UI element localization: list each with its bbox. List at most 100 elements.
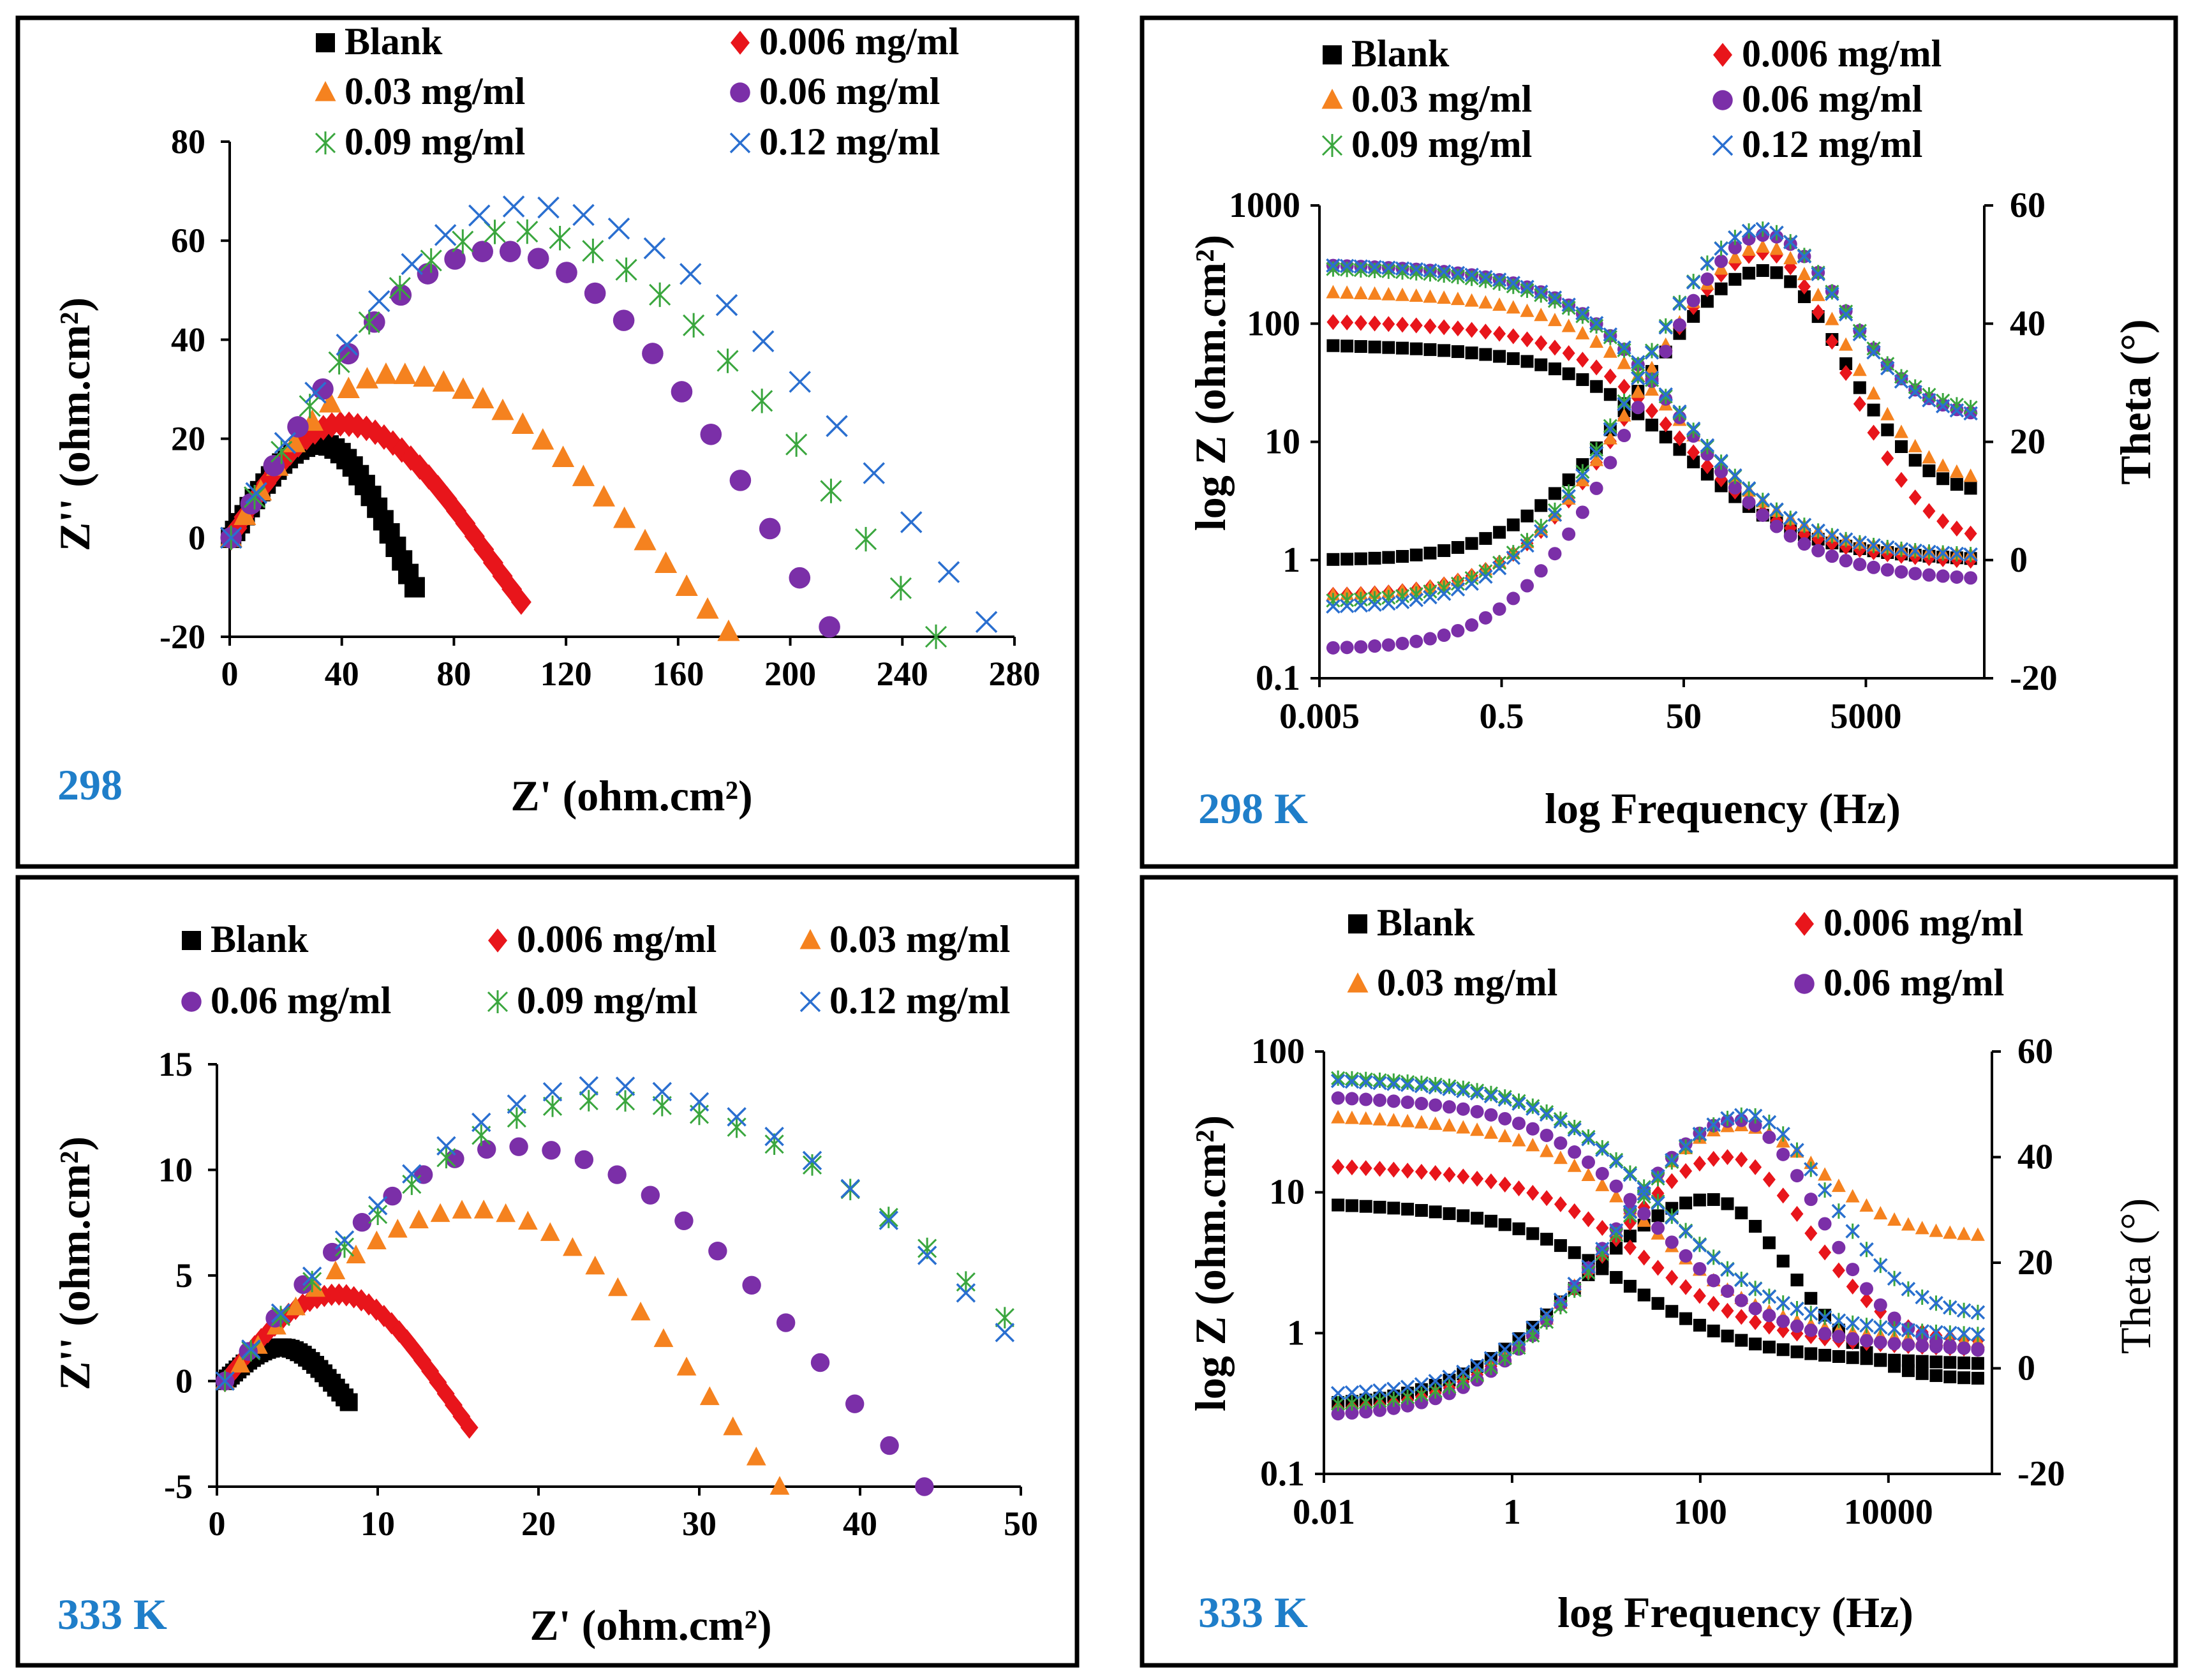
x-tick-label: 160 [652, 655, 704, 693]
data-point-logz [1901, 1338, 1915, 1352]
data-point [452, 229, 474, 254]
x-tick-label: 30 [682, 1505, 717, 1543]
x-tick-label: 1 [1503, 1492, 1521, 1532]
panel-nyquist-333-legend-label-0-03-mg-ml: 0.03 mg/ml [829, 918, 1010, 960]
panel-nyquist-298-legend-marker-0-09-mg-ml [315, 131, 336, 154]
y-axis-title-nyquist-333: Z'' (ohm.cm²) [50, 1136, 99, 1390]
data-point-theta [1929, 1335, 1943, 1349]
data-point-theta [1755, 239, 1770, 253]
data-point-logz [1818, 1327, 1832, 1341]
data-point-logz [1483, 1125, 1498, 1139]
data-point-theta [1547, 507, 1563, 523]
data-point-theta [1762, 1236, 1776, 1249]
x-tick-label: 200 [764, 655, 816, 693]
data-point-theta [1714, 241, 1728, 256]
x-tick-label: 40 [843, 1505, 877, 1543]
panel-nyquist-333-legend-label-0-09-mg-ml: 0.09 mg/ml [517, 979, 697, 1022]
data-point-theta [1783, 235, 1798, 249]
series-blank [1332, 1193, 1984, 1409]
data-point-theta [1873, 1258, 1888, 1273]
data-point-theta [1659, 345, 1673, 359]
data-point-logz [1936, 569, 1950, 583]
data-point-theta [1936, 513, 1950, 530]
panel-nyquist-333-legend-marker-0-12-mg-ml [799, 991, 821, 1013]
data-point-logz [1437, 290, 1452, 304]
x-tick-label: 0 [221, 655, 239, 693]
data-point-logz [1506, 328, 1520, 345]
panel-frame-nyquist-333 [15, 875, 1080, 1668]
data-point [452, 1200, 472, 1219]
data-point-theta [1950, 520, 1963, 537]
data-point-theta [1963, 406, 1978, 421]
data-point [652, 1094, 672, 1117]
series-0-03-mg-ml [219, 362, 740, 641]
data-point-logz [1479, 348, 1492, 361]
data-point-logz [1409, 288, 1423, 302]
data-point-theta [1735, 1206, 1748, 1219]
data-point-logz [1442, 1078, 1457, 1094]
panel-bode-298-legend-label-0-09-mg-ml: 0.09 mg/ml [1351, 123, 1532, 165]
data-point-logz [1762, 1341, 1776, 1354]
data-point-logz [1790, 1302, 1804, 1316]
panel-bode-298-legend-marker-0-006-mg-ml [1713, 43, 1732, 67]
data-point-logz [1714, 454, 1728, 468]
data-point-logz [1511, 1133, 1526, 1147]
data-point-logz [1623, 1193, 1637, 1207]
data-point-logz [1382, 316, 1395, 332]
data-point-logz [1943, 1356, 1957, 1369]
data-point-theta [1852, 327, 1868, 341]
data-point-logz [1483, 1085, 1498, 1101]
data-point-logz [1436, 264, 1452, 279]
data-point-theta [1825, 334, 1839, 350]
data-point-theta [1859, 1242, 1874, 1257]
data-point-theta [1553, 1292, 1568, 1307]
data-point-theta [1415, 1395, 1429, 1409]
data-point-logz [1707, 1274, 1721, 1288]
data-point-logz [1423, 263, 1437, 278]
data-point [325, 1260, 346, 1280]
data-point [572, 204, 595, 227]
data-point [375, 362, 397, 384]
data-point [473, 1200, 494, 1219]
data-point-logz [1783, 510, 1798, 525]
data-point [642, 343, 664, 364]
data-point [420, 248, 442, 273]
data-point-logz [1672, 405, 1687, 421]
series-0-12-mg-ml [1330, 1073, 1986, 1401]
data-point-logz [1409, 342, 1423, 355]
data-point-logz [1804, 1306, 1818, 1321]
data-point-logz [1866, 538, 1881, 553]
data-point [917, 1245, 937, 1265]
data-point-logz [1359, 1092, 1373, 1106]
data-point-logz [1456, 1080, 1471, 1096]
data-point [549, 225, 571, 251]
data-point-theta [1603, 456, 1617, 470]
data-point-logz [1493, 325, 1506, 342]
panel-nyquist-333-legend-label-0-06-mg-ml: 0.06 mg/ml [211, 979, 391, 1022]
data-point-logz [1818, 1348, 1832, 1362]
data-point-logz [1381, 286, 1396, 301]
data-point-theta [1804, 1225, 1818, 1242]
data-point [776, 1313, 796, 1332]
x-tick-label: 20 [521, 1505, 556, 1543]
data-point-logz [1554, 1196, 1567, 1212]
data-point [607, 1165, 627, 1184]
data-point-theta [1589, 452, 1604, 466]
data-point-theta [1442, 1369, 1457, 1385]
data-point [607, 217, 630, 240]
data-point [789, 567, 811, 589]
data-point-logz [1608, 1154, 1624, 1170]
data-point-theta [1603, 418, 1617, 434]
data-point-theta [1874, 1354, 1887, 1367]
data-point [394, 362, 417, 384]
y-tick-label: 10 [158, 1151, 193, 1189]
data-point [511, 412, 534, 434]
data-point-logz [1873, 1335, 1887, 1349]
data-point-logz [1540, 1104, 1554, 1120]
data-point-logz [1470, 1122, 1485, 1136]
data-point-theta [1943, 1370, 1957, 1383]
x-axis-title-nyquist-298: Z' (ohm.cm²) [510, 771, 752, 820]
data-point-theta [1386, 1381, 1401, 1397]
data-point-theta [1881, 450, 1894, 466]
data-point [472, 1112, 491, 1133]
